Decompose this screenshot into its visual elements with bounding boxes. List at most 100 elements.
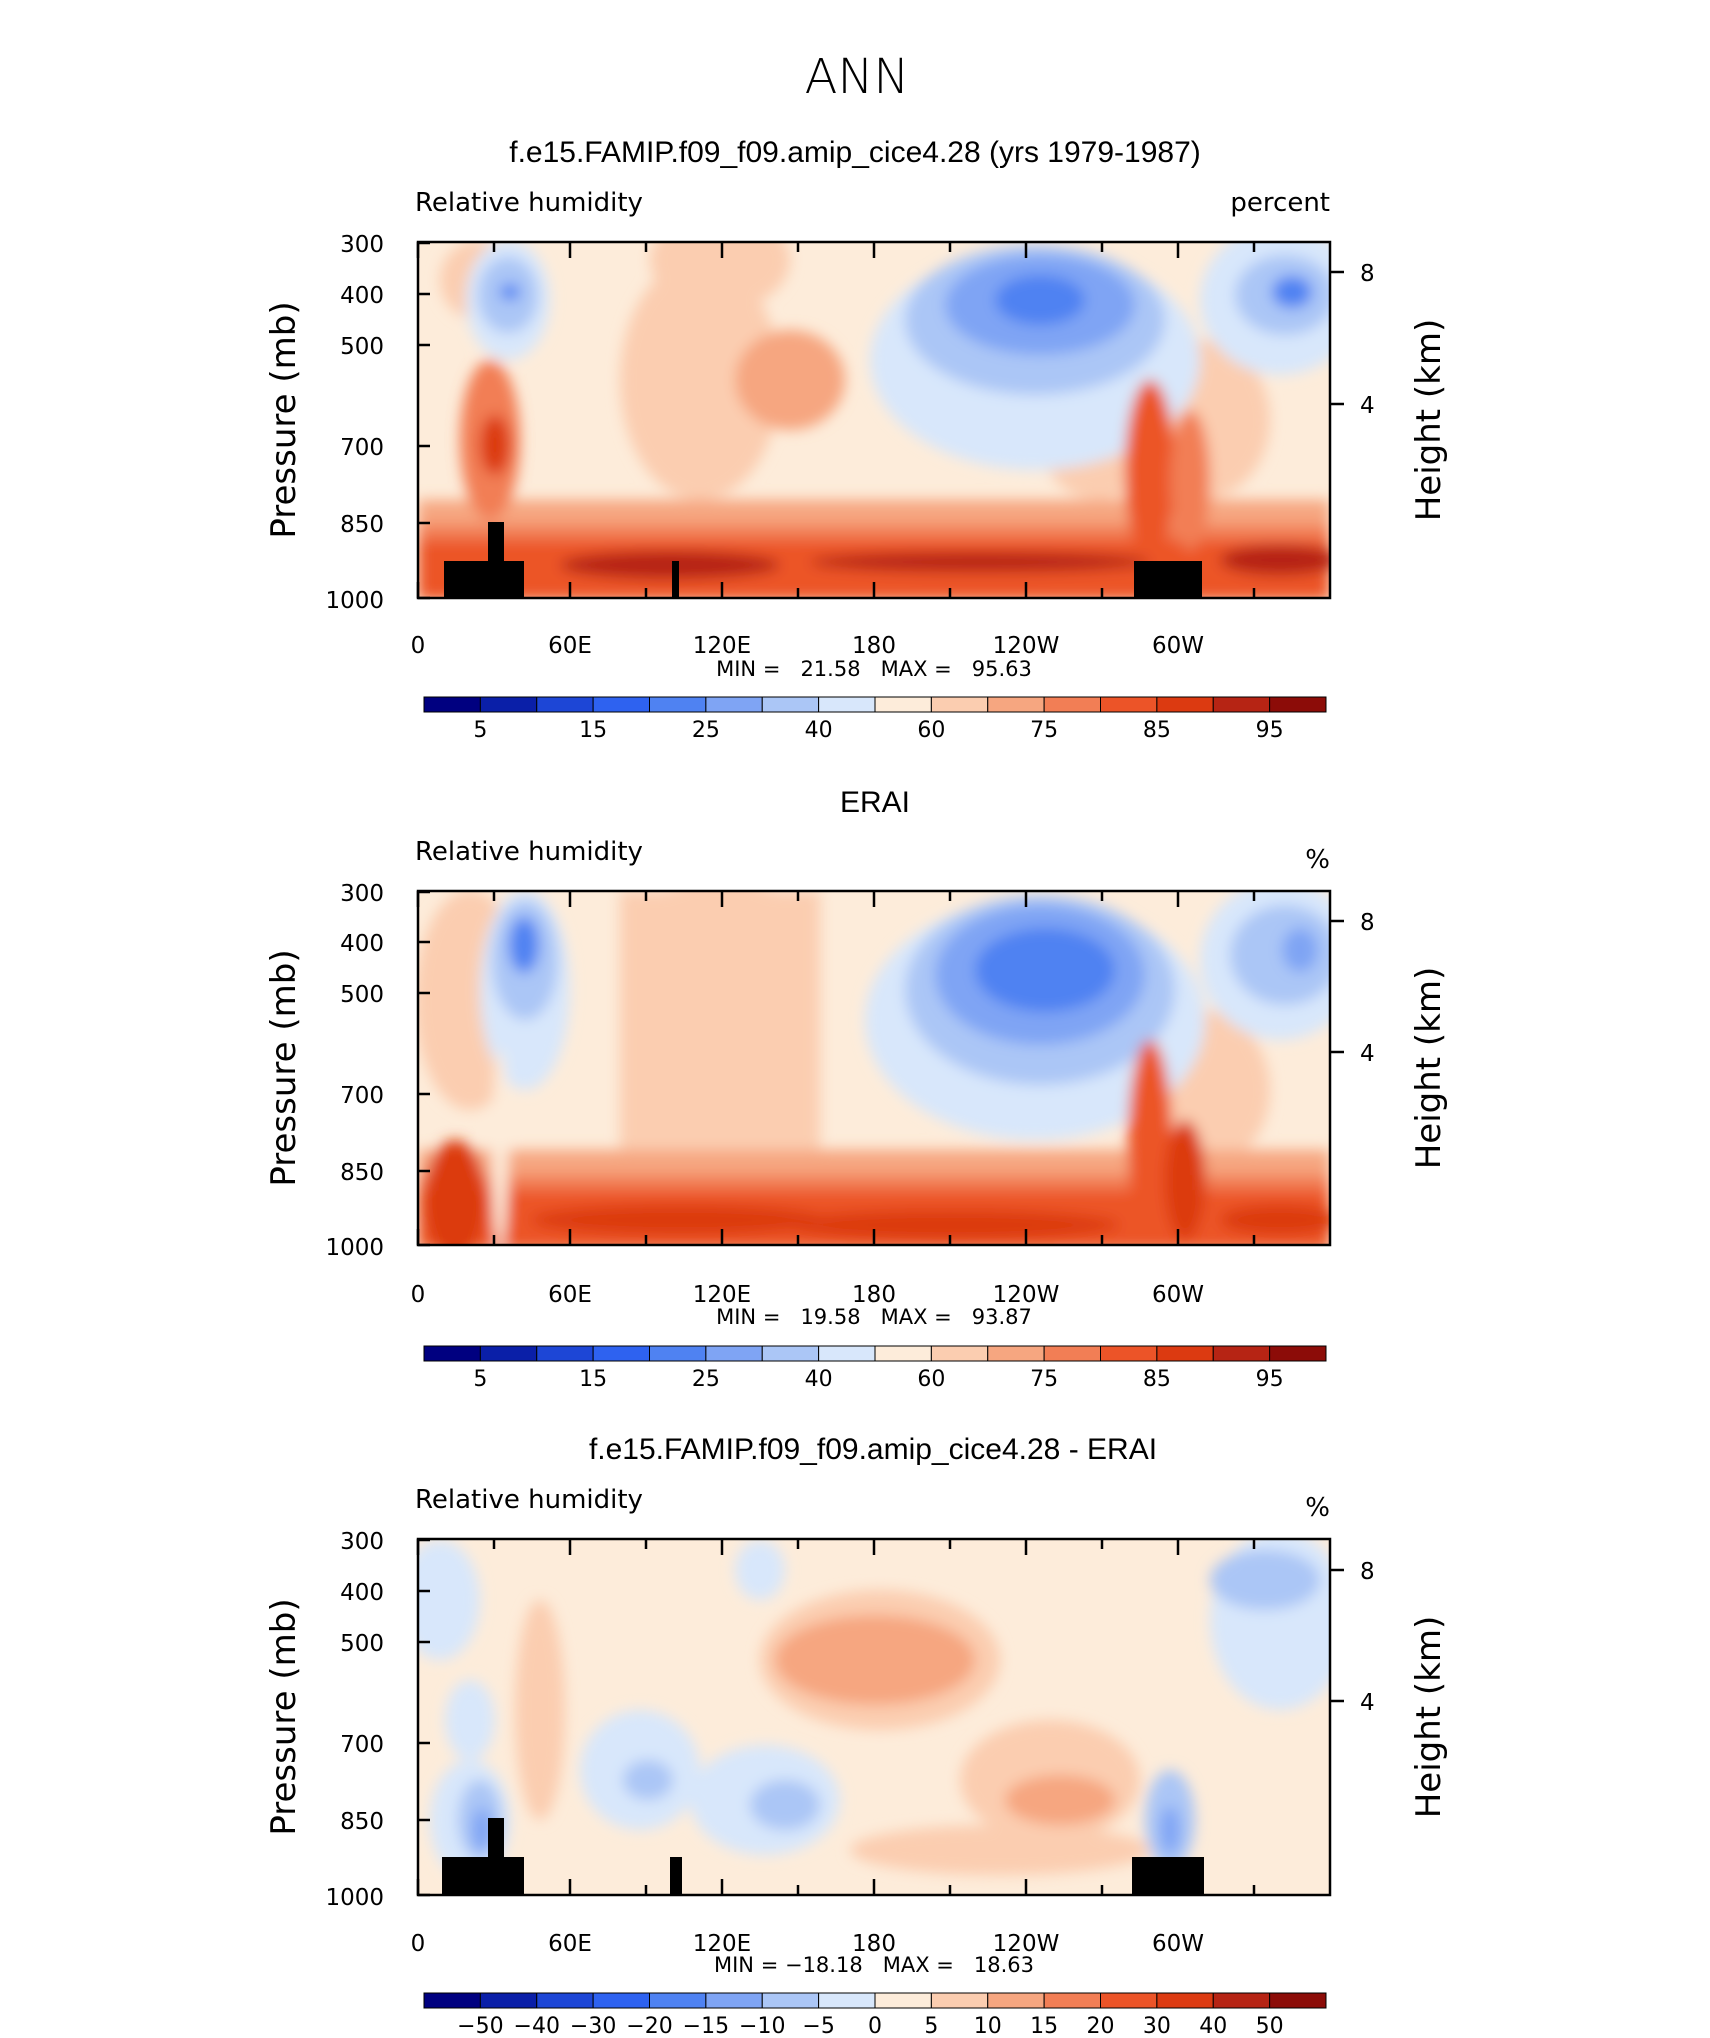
colorbar-swatch xyxy=(874,696,932,713)
y-tick-label: 1000 xyxy=(325,588,384,614)
y-axis-label: Pressure (mb) xyxy=(264,949,304,1186)
colorbar-label: 5 xyxy=(473,718,487,743)
x-tick-label: 180 xyxy=(852,633,896,659)
colorbar-label: 95 xyxy=(1256,718,1284,743)
colorbar-label: 95 xyxy=(1256,1367,1284,1392)
panel-model: f.e15.FAMIP.f09_f09.amip_cice4.28 (yrs 1… xyxy=(264,136,1449,743)
y-tick-label: 500 xyxy=(340,334,384,360)
colorbar-swatch xyxy=(1269,1345,1327,1362)
y2-axis-label: Height (km) xyxy=(1409,1616,1449,1819)
y-tick-label: 850 xyxy=(340,512,384,538)
y-tick-label: 850 xyxy=(340,1809,384,1835)
min-max-label: MIN = −18.18 MAX = 18.63 xyxy=(714,1953,1034,1977)
colorbar-swatch xyxy=(818,696,876,713)
colorbar-swatch xyxy=(536,1345,594,1362)
x-tick-label: 120E xyxy=(693,1282,751,1308)
colorbar-label: 15 xyxy=(579,1367,607,1392)
y-axis-label: Pressure (mb) xyxy=(264,301,304,538)
colorbar-swatch xyxy=(1269,696,1327,713)
colorbar-swatch xyxy=(705,1992,763,2009)
colorbar-label: −5 xyxy=(802,2014,834,2038)
colorbar-swatch xyxy=(818,1992,876,2009)
colorbar-label: 40 xyxy=(805,718,833,743)
x-tick-label: 0 xyxy=(411,1282,426,1308)
colorbar-label: 20 xyxy=(1087,2014,1115,2038)
colorbar: 5 15 25 40 60 75 85 95 xyxy=(423,1345,1327,1392)
y-tick-label: 700 xyxy=(340,1083,384,1109)
y-tick-label: 700 xyxy=(340,1732,384,1758)
y2-axis-label: Height (km) xyxy=(1409,967,1449,1170)
y-axis: 300 400 500 700 850 1000 Pressure (mb) xyxy=(264,881,430,1261)
colorbar-label: −40 xyxy=(514,2014,560,2038)
y-tick-label: 500 xyxy=(340,1631,384,1657)
colorbar-label: 15 xyxy=(579,718,607,743)
x-tick-label: 180 xyxy=(852,1931,896,1957)
colorbar-swatch xyxy=(1156,1345,1214,1362)
y2-tick-label: 4 xyxy=(1360,1041,1375,1067)
colorbar-swatch xyxy=(987,696,1045,713)
colorbar-label: 50 xyxy=(1256,2014,1284,2038)
colorbar-label: 25 xyxy=(692,718,720,743)
colorbar-label: −15 xyxy=(683,2014,729,2038)
min-max-label: MIN = 21.58 MAX = 95.63 xyxy=(716,657,1032,681)
y-tick-label: 400 xyxy=(340,931,384,957)
colorbar-label: 0 xyxy=(868,2014,882,2038)
panel-title: f.e15.FAMIP.f09_f09.amip_cice4.28 - ERAI xyxy=(589,1433,1157,1466)
colorbar-swatch xyxy=(1043,1345,1101,1362)
colorbar-label: 60 xyxy=(917,1367,945,1392)
colorbar-swatch xyxy=(649,696,707,713)
y-axis-label: Pressure (mb) xyxy=(264,1598,304,1835)
colorbar-label: 15 xyxy=(1030,2014,1058,2038)
y-tick-label: 1000 xyxy=(325,1885,384,1911)
colorbar-swatch xyxy=(479,1345,538,1362)
colorbar-swatch xyxy=(423,696,481,713)
y-tick-label: 300 xyxy=(340,232,384,258)
panel-title: f.e15.FAMIP.f09_f09.amip_cice4.28 (yrs 1… xyxy=(509,136,1201,169)
contour-field xyxy=(418,1539,1330,1895)
min-max-label: MIN = 19.58 MAX = 93.87 xyxy=(716,1305,1032,1329)
contour-field xyxy=(418,242,1330,598)
colorbar-swatch xyxy=(1269,1992,1327,2009)
colorbar-label: 25 xyxy=(692,1367,720,1392)
colorbar-swatch xyxy=(874,1992,932,2009)
x-tick-label: 180 xyxy=(852,1282,896,1308)
colorbar-swatch xyxy=(649,1345,707,1362)
colorbar-label: 5 xyxy=(473,1367,487,1392)
colorbar-label: 40 xyxy=(805,1367,833,1392)
colorbar-label: −20 xyxy=(626,2014,672,2038)
colorbar: 5 15 25 40 60 75 85 95 xyxy=(423,696,1327,743)
colorbar-swatch xyxy=(536,1992,594,2009)
panel-obs: ERAI Relative humidity % xyxy=(264,786,1449,1392)
colorbar-label: −50 xyxy=(457,2014,503,2038)
field-label: Relative humidity xyxy=(415,188,643,218)
colorbar-swatch xyxy=(1100,696,1158,713)
colorbar-label: −10 xyxy=(739,2014,785,2038)
y2-tick-label: 4 xyxy=(1360,393,1375,419)
x-tick-label: 120W xyxy=(993,1931,1060,1957)
colorbar-swatch xyxy=(423,1345,481,1362)
colorbar-label: 30 xyxy=(1143,2014,1171,2038)
x-tick-label: 120W xyxy=(993,1282,1060,1308)
x-tick-label: 0 xyxy=(411,633,426,659)
topography-mask xyxy=(442,1818,1204,1895)
colorbar-swatch xyxy=(1212,1992,1271,2009)
colorbar-swatch xyxy=(479,1992,538,2009)
x-tick-label: 60W xyxy=(1152,1282,1204,1308)
colorbar-swatch xyxy=(987,1345,1045,1362)
y-tick-label: 400 xyxy=(340,283,384,309)
y-axis: 300 400 500 700 850 1000 Pressure (mb) xyxy=(264,232,430,614)
x-tick-label: 120E xyxy=(693,633,751,659)
y-tick-label: 300 xyxy=(340,881,384,907)
colorbar-swatch xyxy=(705,1345,763,1362)
colorbar-label: 40 xyxy=(1199,2014,1227,2038)
x-tick-label: 60W xyxy=(1152,1931,1204,1957)
colorbar-swatch xyxy=(479,696,538,713)
x-tick-label: 60W xyxy=(1152,633,1204,659)
y2-axis: 8 4 Height (km) xyxy=(1330,261,1449,521)
colorbar-swatch xyxy=(818,1345,876,1362)
x-axis: 0 60E 120E 180 120W 60W xyxy=(411,1539,1256,1957)
colorbar-swatch xyxy=(1100,1992,1158,2009)
colorbar-swatch xyxy=(1100,1345,1158,1362)
x-axis: 0 60E 120E 180 120W 60W xyxy=(411,242,1256,659)
